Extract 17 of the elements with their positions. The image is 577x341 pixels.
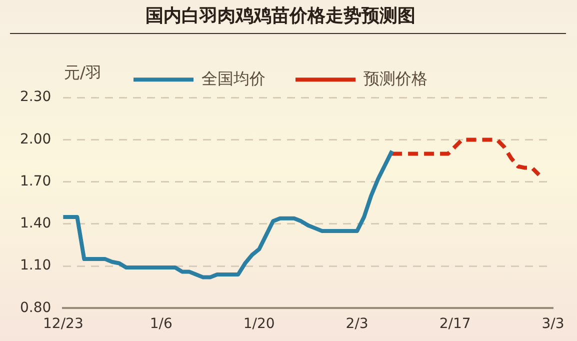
x-tick-label: 1/6 [150,316,172,332]
x-tick-label: 3/3 [542,316,564,332]
x-tick-label: 1/20 [243,316,275,332]
line-series [390,138,542,177]
y-tick-label: 1.10 [20,258,52,274]
x-tick-label: 12/23 [42,316,84,332]
y-tick-label: 2.30 [20,89,52,106]
x-tick-label: 2/17 [439,316,471,332]
y-tick-label: 2.00 [20,131,52,148]
y-tick-label: 1.70 [20,173,52,190]
legend-label: 全国均价 [202,68,266,88]
legend-label: 预测价格 [364,68,428,88]
y-axis-title: 元/羽 [64,62,102,82]
chart-title: 国内白羽肉鸡鸡苗价格走势预测图 [146,5,416,26]
x-tick-label: 2/3 [346,316,368,332]
y-tick-label: 1.40 [20,216,52,232]
y-tick-label: 0.80 [20,300,52,316]
